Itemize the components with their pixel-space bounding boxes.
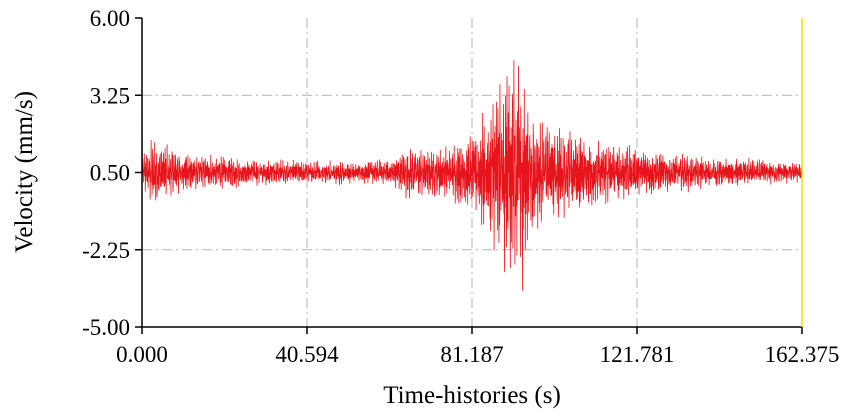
velocity-series-line	[141, 17, 803, 291]
y-tick-label: -5.00	[82, 315, 130, 340]
x-axis-label: Time-histories (s)	[383, 382, 561, 409]
x-tick-label: 162.375	[765, 342, 840, 367]
x-tick-label: 121.781	[600, 342, 675, 367]
tick-labels: 6.00 3.25 0.50 -2.25 -5.000.000 40.594 81.187 1…	[82, 6, 839, 367]
y-tick-label: 0.50	[90, 161, 130, 186]
x-tick-label: 40.594	[275, 342, 339, 367]
series-layer	[141, 17, 803, 291]
y-tick-label: 3.25	[90, 83, 130, 108]
x-tick-label: 0.000	[116, 342, 168, 367]
x-tick-label: 81.187	[440, 342, 503, 367]
y-axis-label: Velocity (mm/s)	[11, 91, 38, 253]
y-tick-label: 6.00	[90, 6, 130, 31]
y-tick-label: -2.25	[82, 238, 130, 263]
axes-layer	[135, 17, 803, 334]
